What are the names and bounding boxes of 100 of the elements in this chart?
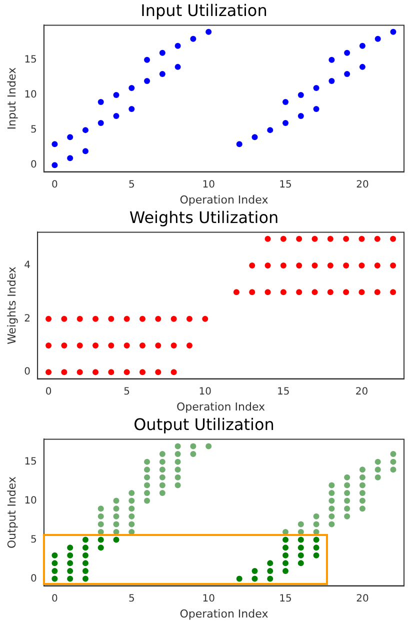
point bbox=[98, 536, 104, 543]
point bbox=[67, 134, 74, 140]
point bbox=[98, 99, 104, 106]
point bbox=[92, 342, 99, 348]
point bbox=[82, 536, 88, 543]
point bbox=[190, 36, 196, 42]
point bbox=[113, 536, 120, 543]
point bbox=[170, 316, 177, 322]
point bbox=[98, 120, 104, 126]
point bbox=[82, 148, 88, 154]
point bbox=[313, 106, 320, 112]
point bbox=[67, 155, 74, 162]
point bbox=[108, 369, 114, 376]
point bbox=[343, 289, 350, 296]
point bbox=[252, 568, 258, 574]
point bbox=[359, 42, 366, 49]
x-tick-label: 20 bbox=[355, 386, 368, 398]
x-tick-label: 15 bbox=[277, 386, 290, 398]
point bbox=[328, 56, 335, 63]
point bbox=[344, 70, 350, 77]
x-tick-label: 10 bbox=[202, 593, 215, 604]
y-axis-title: Output Index bbox=[5, 476, 18, 548]
point bbox=[155, 369, 162, 376]
point bbox=[390, 236, 396, 242]
point bbox=[312, 236, 318, 242]
point bbox=[267, 560, 274, 566]
point bbox=[52, 576, 58, 582]
y-tick-label: 0 bbox=[30, 160, 37, 171]
point bbox=[186, 342, 192, 348]
point bbox=[280, 289, 286, 296]
point bbox=[267, 568, 274, 574]
y-tick-label: 4 bbox=[24, 260, 31, 272]
point bbox=[46, 369, 52, 376]
x-tick-label: 0 bbox=[52, 593, 58, 604]
point bbox=[67, 568, 74, 574]
point bbox=[249, 262, 256, 269]
point bbox=[61, 369, 68, 376]
point bbox=[296, 289, 302, 296]
point bbox=[296, 236, 302, 242]
x-axis-title: Operation Index bbox=[180, 607, 269, 620]
point bbox=[267, 127, 274, 134]
point bbox=[390, 289, 396, 296]
point bbox=[264, 289, 271, 296]
point bbox=[155, 342, 162, 348]
point bbox=[252, 134, 258, 140]
point bbox=[313, 84, 320, 91]
point bbox=[82, 127, 88, 134]
point bbox=[108, 316, 114, 322]
point bbox=[61, 342, 68, 348]
point bbox=[298, 92, 304, 98]
point bbox=[52, 141, 58, 148]
x-tick-label: 5 bbox=[128, 593, 135, 604]
point bbox=[280, 262, 286, 269]
point bbox=[312, 289, 318, 296]
point bbox=[358, 262, 365, 269]
y-tick-label: 15 bbox=[24, 54, 37, 66]
point bbox=[139, 316, 146, 322]
point bbox=[108, 342, 114, 348]
point bbox=[67, 544, 74, 551]
point bbox=[296, 262, 302, 269]
point bbox=[280, 236, 286, 242]
x-tick-label: 5 bbox=[128, 179, 135, 190]
point bbox=[186, 316, 192, 322]
point bbox=[358, 236, 365, 242]
point bbox=[282, 560, 289, 566]
x-tick-label: 20 bbox=[356, 593, 369, 604]
point bbox=[46, 316, 52, 322]
point bbox=[298, 113, 304, 120]
y-tick-label: 0 bbox=[24, 366, 31, 378]
point bbox=[52, 162, 58, 168]
point bbox=[82, 544, 88, 551]
point bbox=[46, 342, 52, 348]
point bbox=[67, 552, 74, 558]
point bbox=[124, 316, 130, 322]
point bbox=[174, 64, 181, 70]
x-tick-label: 15 bbox=[279, 593, 292, 604]
point bbox=[159, 70, 166, 77]
point bbox=[298, 544, 304, 551]
point bbox=[374, 236, 380, 242]
point bbox=[124, 369, 130, 376]
y-axis-title: Weights Index bbox=[5, 266, 18, 344]
point bbox=[128, 84, 135, 91]
point bbox=[170, 369, 177, 376]
x-axis-title: Operation Index bbox=[176, 400, 266, 414]
point bbox=[359, 64, 366, 70]
point bbox=[98, 544, 104, 551]
chart-title: Output Utilization bbox=[134, 414, 274, 434]
point bbox=[144, 56, 150, 63]
point bbox=[390, 28, 396, 35]
x-tick-label: 20 bbox=[356, 179, 369, 190]
point bbox=[76, 316, 83, 322]
y-tick-label: 10 bbox=[24, 90, 37, 101]
x-axis-title: Operation Index bbox=[180, 193, 269, 206]
y-tick-label: 5 bbox=[30, 124, 37, 136]
point bbox=[282, 536, 289, 543]
point bbox=[159, 50, 166, 56]
point bbox=[92, 316, 99, 322]
point bbox=[344, 50, 350, 56]
point bbox=[313, 552, 320, 558]
point bbox=[374, 262, 380, 269]
